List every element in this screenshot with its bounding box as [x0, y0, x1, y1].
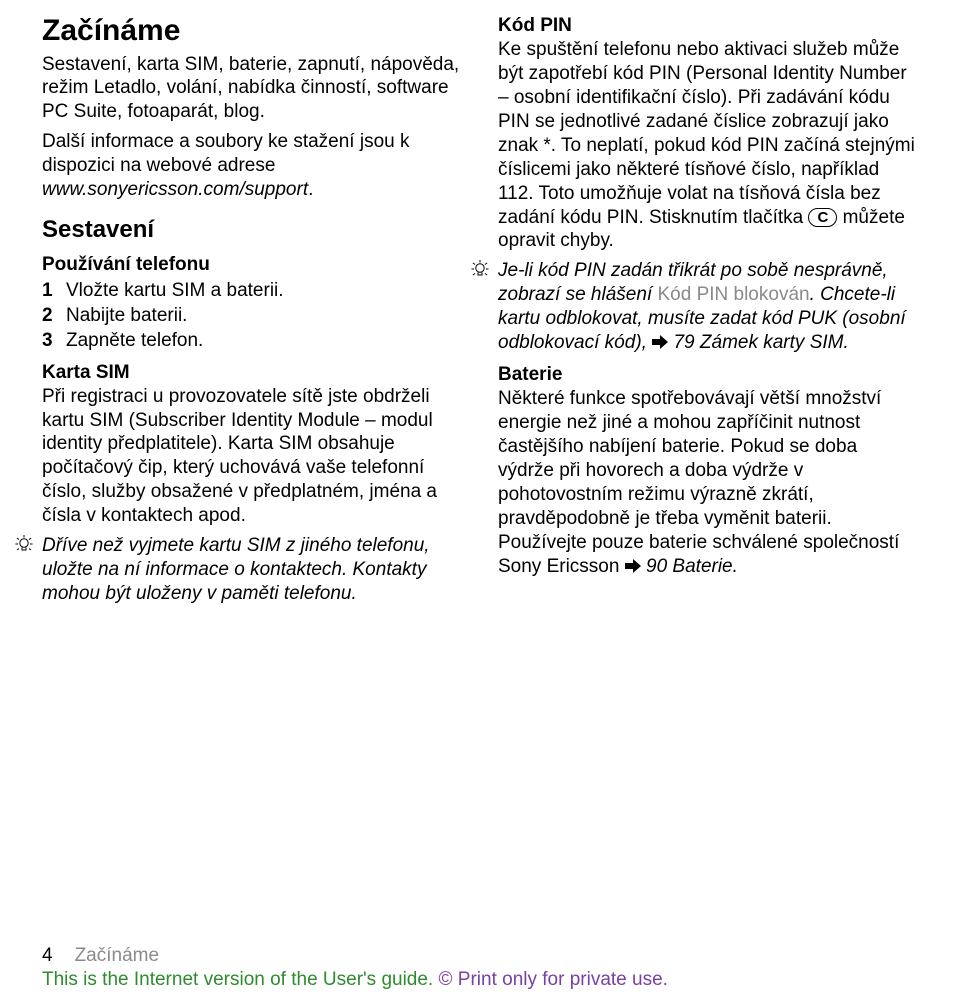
step-2-text: Nabijte baterii.	[66, 304, 187, 328]
step-2-number: 2	[42, 304, 58, 328]
page: Začínáme Sestavení, karta SIM, baterie, …	[0, 0, 960, 1001]
sim-tip-text: Dříve než vyjmete kartu SIM z jiného tel…	[42, 534, 462, 606]
pin-body-a: Ke spuštění telefonu nebo aktivaci služe…	[498, 39, 915, 228]
pin-tip-grey: Kód PIN blokován	[657, 284, 809, 305]
intro-paragraph: Sestavení, karta SIM, baterie, zapnutí, …	[42, 53, 462, 125]
step-1: 1 Vložte kartu SIM a baterii.	[42, 279, 462, 303]
step-1-text: Vložte kartu SIM a baterii.	[66, 279, 284, 303]
left-column: Začínáme Sestavení, karta SIM, baterie, …	[42, 14, 462, 612]
assembly-heading: Sestavení	[42, 216, 462, 245]
step-3-text: Zapněte telefon.	[66, 329, 203, 353]
sim-body: Při registraci u provozovatele sítě jste…	[42, 385, 462, 529]
sim-tip: Dříve než vyjmete kartu SIM z jiného tel…	[14, 534, 462, 606]
page-footer: 4 Začínáme This is the Internet version o…	[0, 945, 960, 991]
pin-body: Ke spuštění telefonu nebo aktivaci služe…	[498, 38, 918, 253]
battery-body-a: Některé funkce spotřebovávají větší množ…	[498, 388, 899, 577]
pin-tip: Je-li kód PIN zadán třikrát po sobě nesp…	[470, 259, 918, 355]
moreinfo-link: www.sonyericsson.com/support	[42, 179, 308, 200]
footer-purple-text: © Print only for private use.	[439, 969, 668, 990]
moreinfo-text-a: Další informace a soubory ke stažení jso…	[42, 131, 410, 176]
pin-tip-ref: 79 Zámek karty SIM.	[668, 332, 849, 353]
battery-body: Některé funkce spotřebovávají větší množ…	[498, 387, 918, 579]
right-column: Kód PIN Ke spuštění telefonu nebo aktiva…	[498, 14, 918, 612]
arrow-right-icon	[652, 332, 668, 353]
step-3: 3 Zapněte telefon.	[42, 329, 462, 353]
sim-heading: Karta SIM	[42, 361, 462, 385]
footer-section: Začínáme	[75, 945, 159, 966]
step-2: 2 Nabijte baterii.	[42, 304, 462, 328]
battery-heading: Baterie	[498, 363, 918, 387]
c-key-icon: C	[808, 208, 837, 227]
footer-top-line: 4 Začínáme	[42, 945, 918, 967]
lightbulb-icon	[14, 534, 34, 556]
pin-heading: Kód PIN	[498, 14, 918, 38]
moreinfo-text-b: .	[308, 179, 313, 200]
footer-bottom-line: This is the Internet version of the User…	[42, 969, 918, 991]
steps-list: 1 Vložte kartu SIM a baterii. 2 Nabijte ba…	[42, 279, 462, 353]
footer-green-text: This is the Internet version of the User…	[42, 969, 439, 990]
lightbulb-icon	[470, 259, 490, 281]
pin-tip-text: Je-li kód PIN zadán třikrát po sobě nesp…	[498, 259, 918, 355]
arrow-right-icon	[625, 556, 641, 577]
page-title: Začínáme	[42, 14, 462, 49]
usage-heading: Používání telefonu	[42, 253, 462, 277]
moreinfo-paragraph: Další informace a soubory ke stažení jso…	[42, 130, 462, 202]
two-column-layout: Začínáme Sestavení, karta SIM, baterie, …	[42, 14, 918, 612]
page-number: 4	[42, 945, 53, 966]
step-1-number: 1	[42, 279, 58, 303]
step-3-number: 3	[42, 329, 58, 353]
battery-ref: 90 Baterie.	[641, 556, 738, 577]
